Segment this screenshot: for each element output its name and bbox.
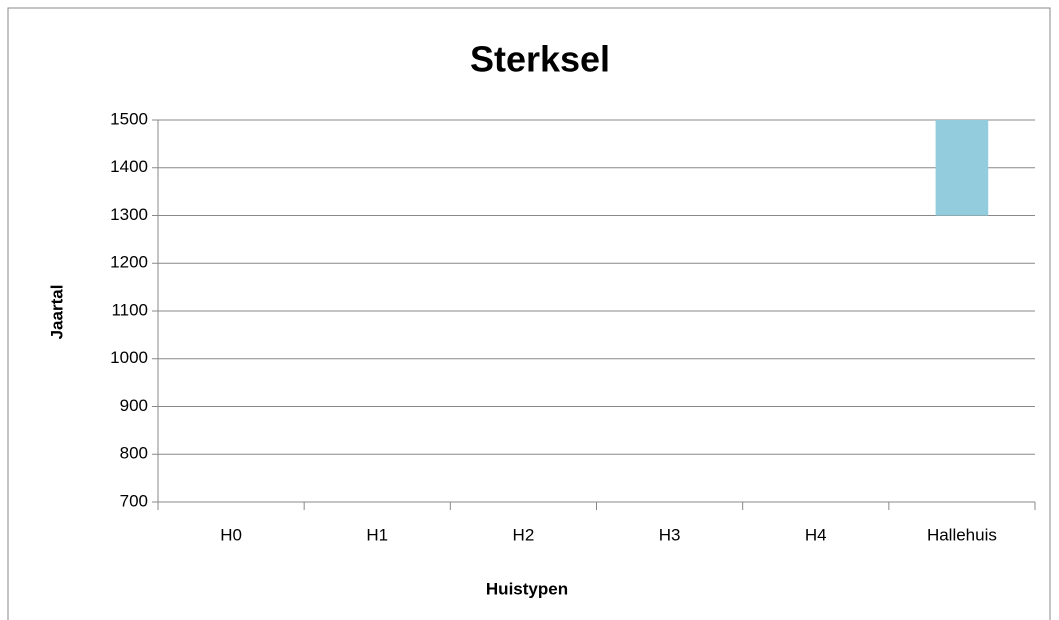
x-tick-label: H3 — [659, 525, 681, 544]
x-tick-label: H0 — [220, 525, 242, 544]
chart-frame — [7, 7, 1051, 620]
y-tick-label: 900 — [120, 396, 148, 415]
x-tick-label: H4 — [805, 525, 827, 544]
chart-title: Sterksel — [470, 39, 610, 80]
y-tick-label: 1000 — [110, 348, 148, 367]
x-tick-label: Hallehuis — [927, 525, 997, 544]
y-tick-label: 1300 — [110, 205, 148, 224]
y-axis-label: Jaartal — [47, 285, 66, 340]
y-tick-label: 1100 — [111, 300, 148, 319]
bar — [935, 120, 989, 216]
x-tick-label: H1 — [366, 525, 388, 544]
x-axis-label: Huistypen — [486, 579, 568, 598]
y-tick-label: 1500 — [110, 109, 148, 128]
y-tick-label: 800 — [120, 444, 148, 463]
y-tick-label: 700 — [120, 491, 148, 510]
y-tick-label: 1400 — [110, 157, 148, 176]
y-tick-label: 1200 — [110, 253, 148, 272]
x-tick-label: H2 — [513, 525, 535, 544]
